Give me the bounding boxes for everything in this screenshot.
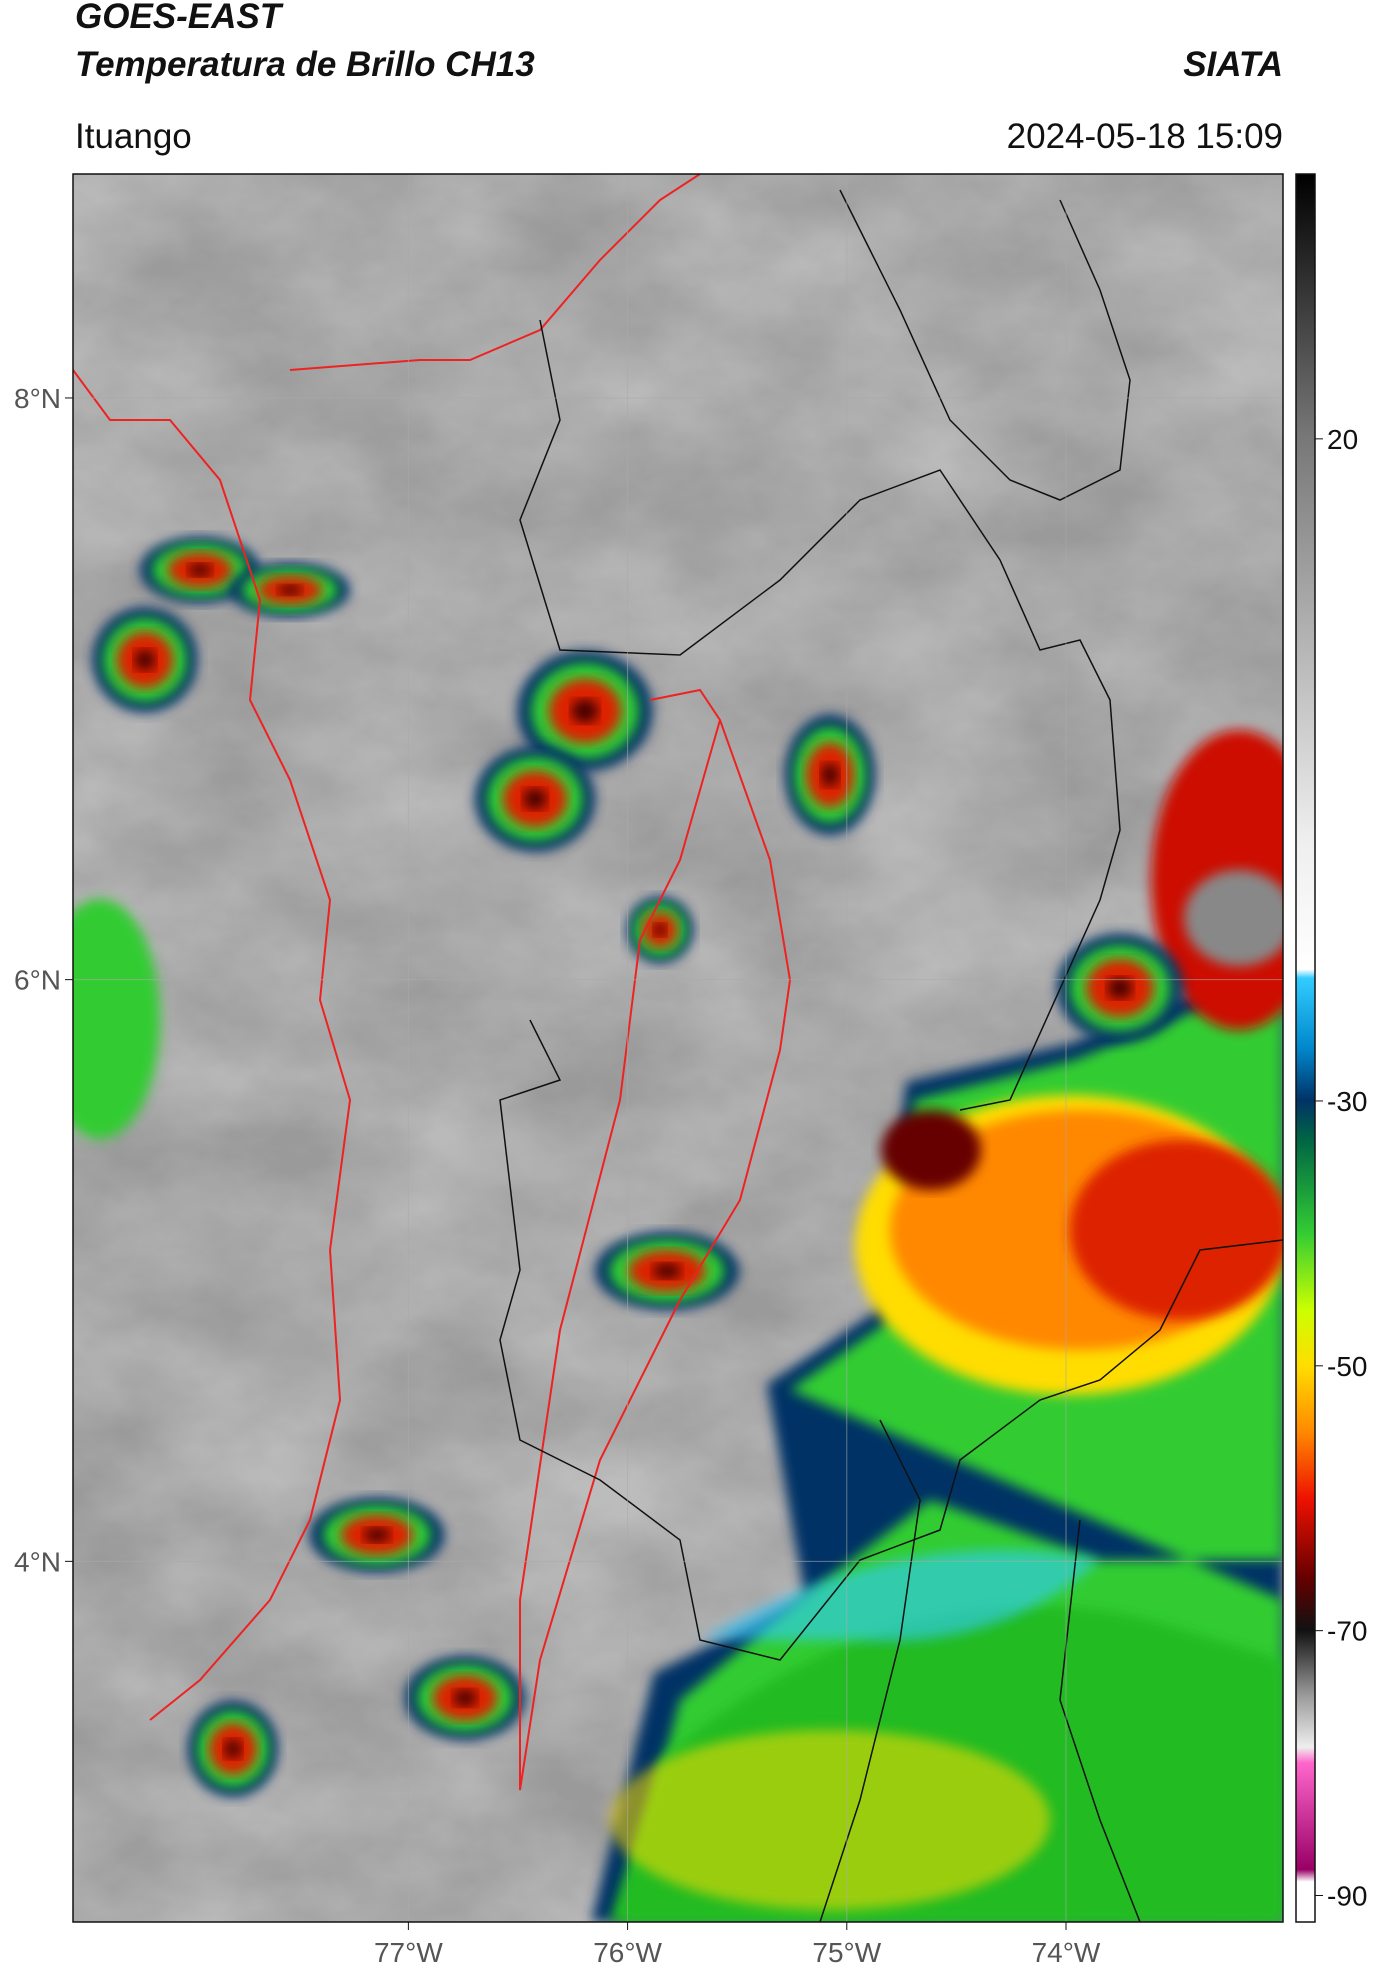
cell-core [363, 1527, 391, 1543]
colorbar-tick-label: -50 [1327, 1351, 1367, 1382]
x-tick-label: 76°W [593, 1937, 662, 1968]
cell-core [523, 788, 547, 810]
graticule [73, 174, 1283, 1922]
cell-core [134, 649, 156, 671]
cell-core [821, 763, 839, 787]
y-tick-label: 8°N [14, 383, 61, 414]
datetime: 2024-05-18 15:09 [1007, 117, 1283, 156]
location: Ituango [75, 117, 192, 156]
department-border [519, 319, 1121, 1111]
coast-border [289, 174, 701, 371]
cell-core [1107, 977, 1133, 999]
subtitle: Temperatura de Brillo CH13 [75, 45, 535, 84]
cell-core [224, 1739, 242, 1759]
colorbar [1295, 173, 1316, 1923]
cell-core [188, 563, 212, 577]
colorbar-tick-label: -30 [1327, 1086, 1367, 1117]
storm-core [881, 1110, 981, 1190]
satellite-image [73, 174, 1283, 1922]
source: SIATA [1183, 45, 1283, 84]
storm-core [1184, 870, 1283, 966]
colorbar-tick-label: -90 [1327, 1881, 1367, 1912]
cell-core [653, 923, 667, 937]
coast-border [73, 369, 352, 1721]
colorbar-tick-label: -70 [1327, 1616, 1367, 1647]
convective-cells [73, 537, 1183, 1797]
cell-core [278, 584, 302, 596]
storm-red [1070, 1140, 1283, 1320]
department-border [839, 189, 1131, 501]
cell-core [453, 1689, 477, 1707]
x-tick-label: 74°W [1032, 1937, 1101, 1968]
cell-core [652, 1263, 682, 1279]
department-border [499, 1019, 1283, 1661]
storm-yellow [610, 1730, 1050, 1910]
cell-green [73, 899, 160, 1139]
map-frame [72, 173, 1284, 1923]
colorbar-tick-label: 20 [1327, 424, 1358, 455]
title: GOES-EAST [75, 0, 284, 36]
storm-cold [700, 1550, 1100, 1641]
antioquia-border [519, 688, 792, 1791]
y-tick-label: 4°N [14, 1546, 61, 1577]
x-tick-label: 75°W [812, 1937, 881, 1968]
y-tick-label: 6°N [14, 965, 61, 996]
cell-core [571, 699, 599, 723]
x-tick-label: 77°W [374, 1937, 443, 1968]
